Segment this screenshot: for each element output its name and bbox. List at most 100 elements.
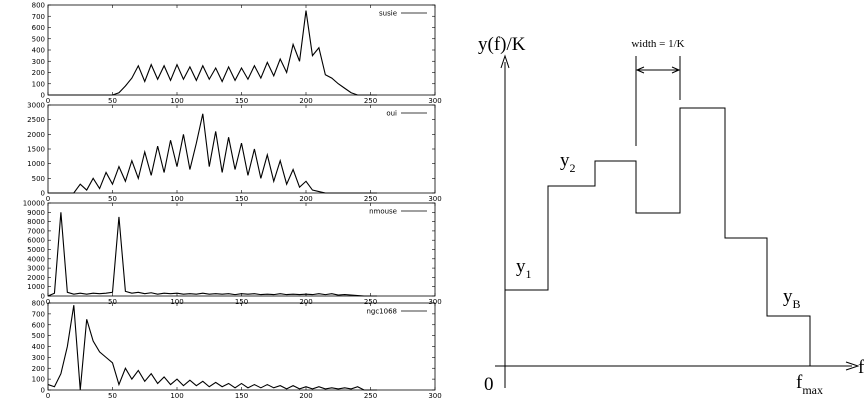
width-arrowheads: [635, 66, 681, 74]
y-tick-label: 1000: [27, 160, 45, 168]
x-tick-label: 100: [170, 298, 183, 306]
level-base: y: [560, 150, 570, 171]
x-tick-label: 100: [170, 195, 183, 203]
origin-label: 0: [484, 374, 494, 395]
y-tick-label: 3000: [27, 265, 45, 273]
y-tick-label: 2000: [27, 274, 45, 282]
plot-frame: [47, 202, 436, 297]
level-label: yB: [783, 286, 801, 311]
data-line: [47, 305, 377, 391]
x-tick-label: 150: [235, 195, 248, 203]
level-base: y: [783, 286, 793, 307]
x-tick-label: 300: [428, 298, 441, 306]
x-tick-label: 0: [46, 195, 50, 203]
y-tick-label: 300: [32, 354, 45, 362]
x-tick-label: 50: [108, 298, 117, 306]
y-tick-label: 700: [32, 310, 45, 318]
fmax-label: fmax: [796, 372, 823, 397]
y-tick-label: 600: [32, 24, 45, 32]
x-axis-arrow: [845, 361, 860, 371]
x-tick-label: 300: [428, 97, 441, 105]
data-line: [48, 113, 377, 194]
x-tick-label: 250: [364, 392, 377, 400]
y-tick-label: 3000: [27, 102, 45, 110]
y-tick-label: 100: [32, 376, 45, 384]
level-label: y2: [560, 150, 576, 175]
x-tick-label: 50: [108, 195, 117, 203]
y-axis-arrow: [500, 54, 510, 69]
y-tick-label: 300: [32, 58, 45, 66]
panel: 0 500 1000 1500 2000 2500 3000 0 50 100 150 200 250 3…: [27, 102, 442, 204]
y-tick-label: 2000: [27, 131, 45, 139]
diagram-labels: y(f)/K 0 f fmax y1 y2 yB width = 1/K: [478, 34, 864, 397]
y-tick-label: 500: [32, 35, 45, 43]
y-tick-label: 4000: [27, 255, 45, 263]
legend-label: nmouse: [369, 208, 397, 216]
plot-frame: [47, 302, 436, 391]
legend-label: ngc1068: [366, 308, 397, 316]
y-tick-label: 100: [32, 80, 45, 88]
legend-label: susie: [379, 10, 397, 18]
step-function: [505, 107, 811, 366]
y-tick-label: 400: [32, 343, 45, 351]
y-tick-label: 700: [32, 13, 45, 21]
y-tick-label: 8000: [27, 218, 45, 226]
level-label: y1: [516, 256, 532, 281]
x-tick-label: 200: [299, 392, 312, 400]
y-tick-label: 1000: [27, 283, 45, 291]
y-tick-label: 0: [41, 190, 45, 198]
data-line: [47, 212, 377, 297]
y-tick-label: 5000: [27, 246, 45, 254]
x-tick-label: 200: [299, 298, 312, 306]
x-tick-label: 100: [170, 97, 183, 105]
x-tick-label: 250: [364, 298, 377, 306]
x-tick-label: 150: [235, 298, 248, 306]
x-tick-label: 300: [428, 392, 441, 400]
y-tick-label: 7000: [27, 227, 45, 235]
level-sub: 2: [570, 161, 576, 175]
x-tick-label: 100: [170, 392, 183, 400]
y-tick-label: 2500: [27, 116, 45, 124]
y-tick-label: 6000: [27, 237, 45, 245]
x-tick-label: 300: [428, 195, 441, 203]
panel: 0100020003000400050006000700080009000100…: [23, 200, 442, 307]
x-tick-label: 200: [299, 97, 312, 105]
y-tick-label: 0: [41, 387, 45, 395]
y-tick-label: 1500: [27, 146, 45, 154]
y-tick-label: 500: [32, 332, 45, 340]
fmax-base: f: [796, 372, 803, 393]
data-line: [48, 10, 377, 96]
legend-label: oui: [386, 110, 397, 118]
plot-frame: [47, 104, 436, 194]
x-tick-label: 0: [46, 97, 50, 105]
x-tick-label: 0: [46, 298, 50, 306]
y-axis-label: y(f)/K: [478, 34, 526, 55]
x-tick-label: 150: [235, 97, 248, 105]
diagram: [495, 54, 860, 388]
y-tick-label: 200: [32, 365, 45, 373]
y-tick-label: 0: [41, 92, 45, 100]
plot-frame: [47, 4, 436, 96]
y-tick-label: 800: [32, 2, 45, 10]
y-tick-label: 9000: [27, 209, 45, 217]
x-tick-label: 0: [46, 392, 50, 400]
y-tick-label: 500: [32, 175, 45, 183]
x-tick-label: 50: [108, 392, 117, 400]
y-tick-label: 0: [41, 293, 45, 301]
x-tick-label: 250: [364, 195, 377, 203]
x-tick-label: 150: [235, 392, 248, 400]
x-tick-label: 200: [299, 195, 312, 203]
level-sub: B: [793, 297, 801, 311]
x-tick-label: 50: [108, 97, 117, 105]
level-sub: 1: [526, 267, 532, 281]
y-tick-label: 200: [32, 69, 45, 77]
y-tick-label: 10000: [23, 200, 45, 208]
fmax-sub: max: [802, 383, 823, 397]
width-label: width = 1/K: [631, 38, 684, 50]
y-tick-label: 600: [32, 321, 45, 329]
x-axis-label: f: [858, 357, 864, 378]
y-tick-label: 800: [32, 300, 45, 308]
